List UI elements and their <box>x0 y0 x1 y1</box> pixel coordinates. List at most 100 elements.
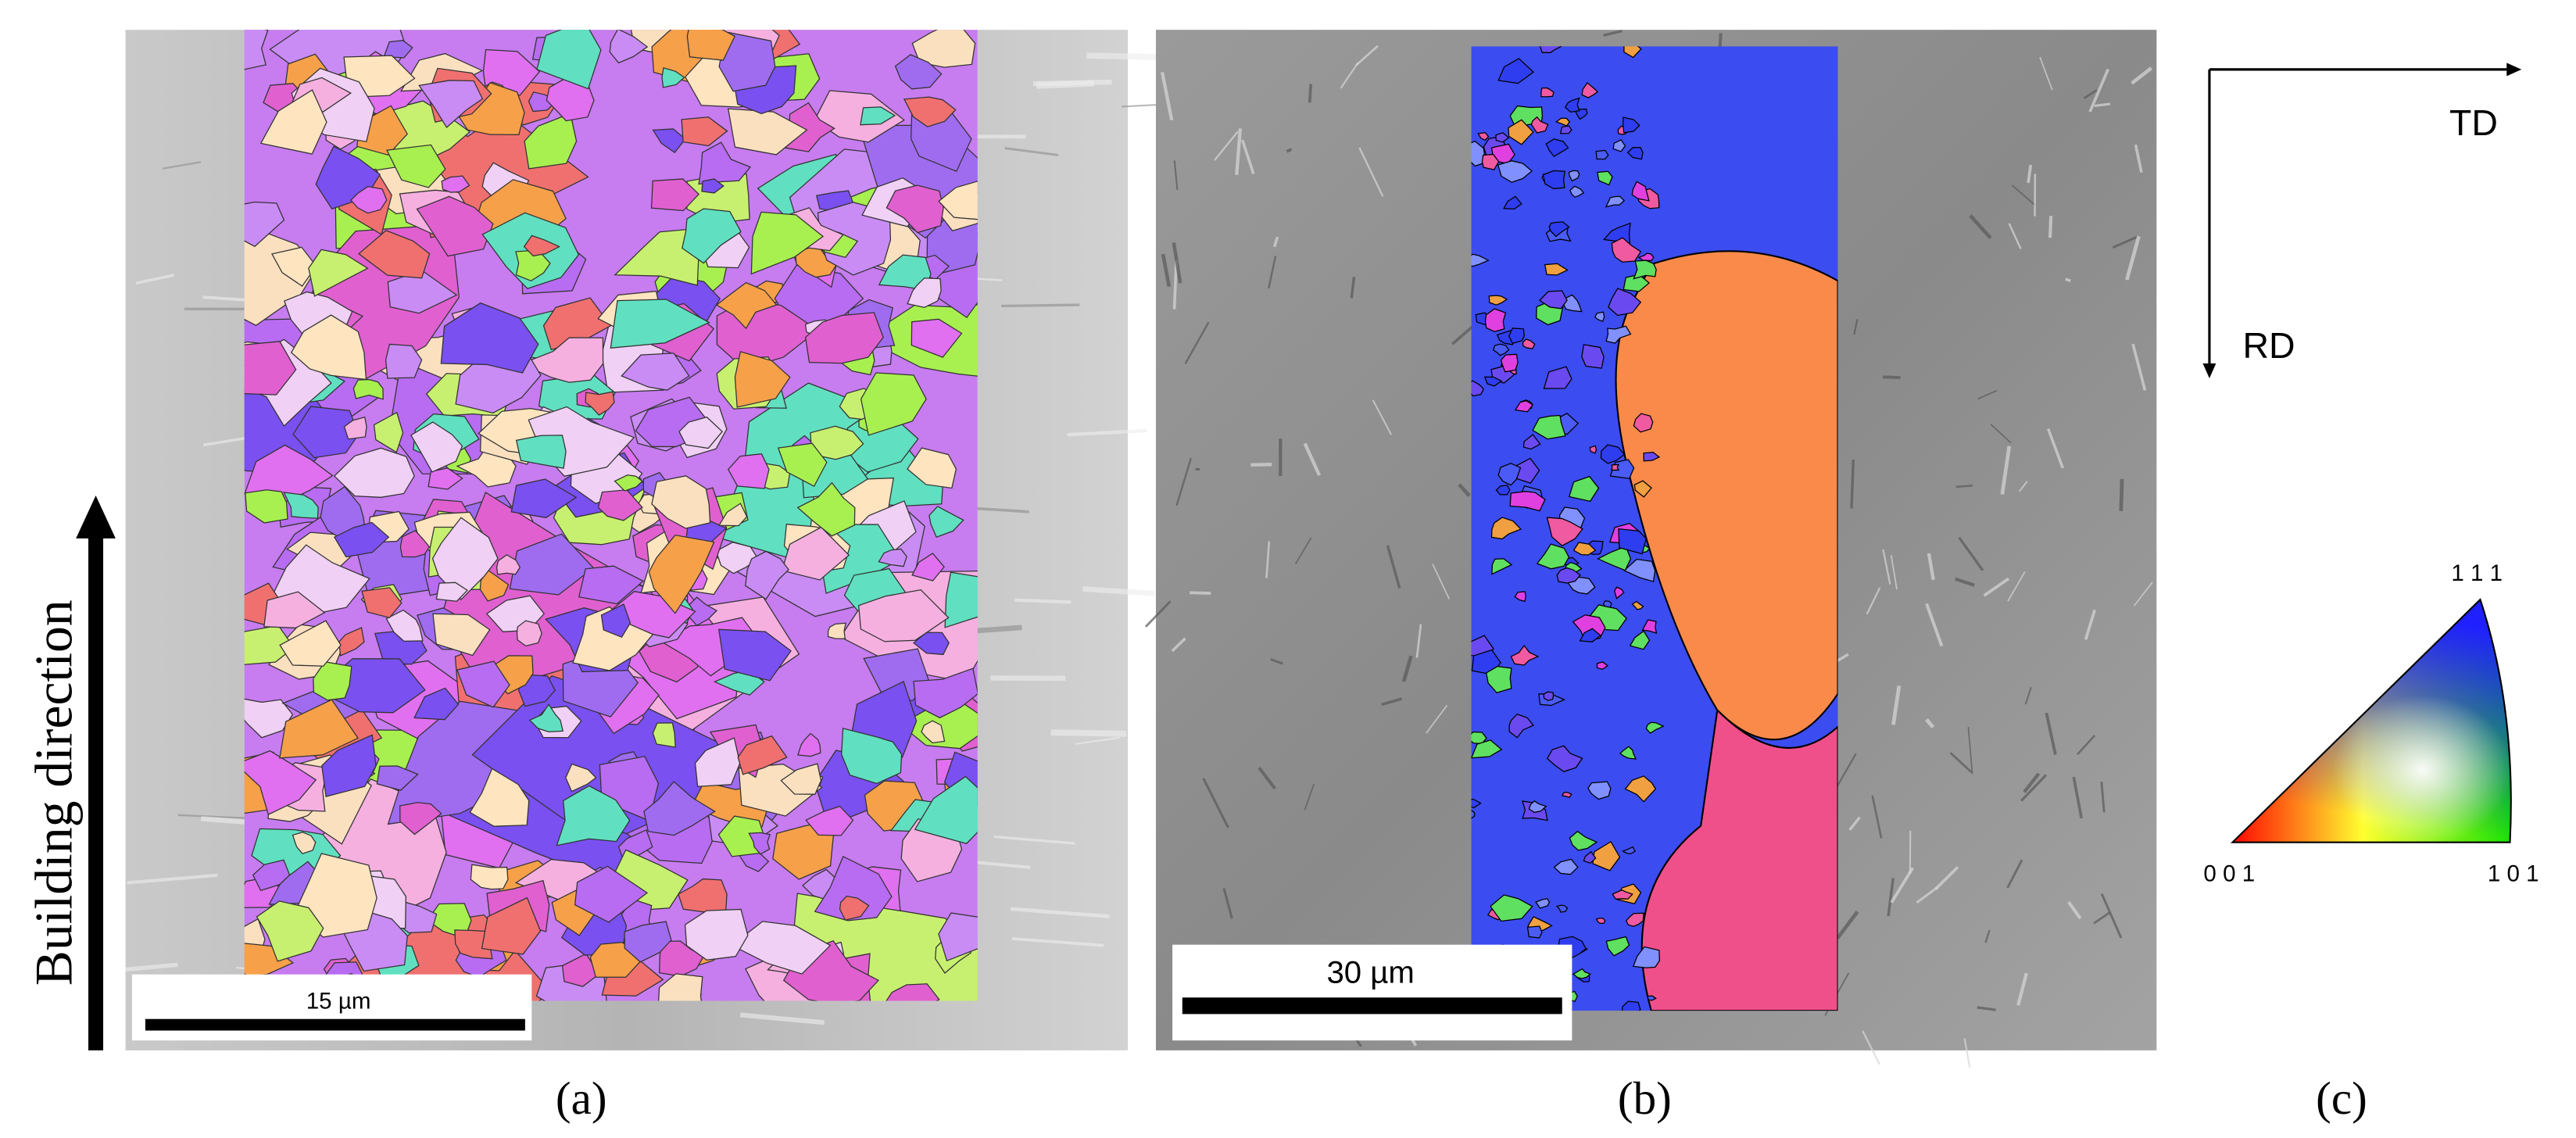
texture-stroke <box>202 436 247 447</box>
texture-stroke <box>1983 577 2010 597</box>
grain <box>376 765 419 791</box>
texture-stroke <box>1386 545 1401 589</box>
grain <box>661 66 685 88</box>
grain <box>857 589 950 642</box>
arrow-head <box>2202 363 2216 378</box>
grain <box>1546 745 1583 772</box>
corner-label: 1 1 1 <box>2451 560 2503 586</box>
grain <box>718 30 776 92</box>
arrow-head <box>2506 63 2522 77</box>
grain <box>383 40 413 59</box>
grain <box>777 442 828 488</box>
grain <box>516 620 542 647</box>
grain <box>1539 46 1562 53</box>
grain <box>244 201 285 248</box>
grain <box>1510 644 1540 666</box>
grain <box>1546 517 1583 546</box>
direction-label: RD <box>2242 325 2295 366</box>
texture-stroke <box>1916 886 1938 904</box>
scale-bar <box>145 1018 525 1031</box>
grain <box>1581 344 1605 369</box>
texture-stroke <box>1001 303 1080 308</box>
grain <box>1522 434 1541 450</box>
grain <box>1569 830 1598 851</box>
texture-stroke <box>1836 911 1859 939</box>
grain <box>1492 343 1510 356</box>
texture-stroke <box>1883 375 1901 380</box>
texture-stroke <box>127 873 218 885</box>
grain <box>470 864 509 890</box>
grain <box>1596 661 1609 670</box>
texture-stroke <box>993 835 1075 845</box>
grain <box>510 478 578 518</box>
grain <box>797 732 821 757</box>
grain <box>1556 567 1581 584</box>
grain <box>517 674 556 707</box>
panel-label: (a) <box>556 1072 607 1124</box>
texture-stroke <box>1451 324 1475 345</box>
grain <box>1543 366 1572 389</box>
scale-bar <box>1182 997 1562 1015</box>
grain <box>1611 463 1620 471</box>
grain <box>903 96 957 127</box>
texture-stroke <box>1887 878 1894 917</box>
grain <box>796 481 856 537</box>
texture-stroke <box>1240 139 1255 175</box>
texture-stroke <box>1949 752 1973 774</box>
texture-stroke <box>2134 144 2143 174</box>
grain <box>556 785 631 846</box>
texture-stroke <box>2094 102 2111 108</box>
grain <box>1633 413 1654 433</box>
grain <box>528 91 557 113</box>
grain <box>1497 58 1534 84</box>
texture-stroke <box>1977 1006 1996 1011</box>
grain <box>1597 170 1613 186</box>
texture-stroke <box>1144 600 1172 628</box>
grain <box>701 178 724 194</box>
grain <box>748 832 771 855</box>
corner-label: 1 0 1 <box>2488 861 2539 887</box>
grain <box>385 609 424 642</box>
grain <box>1605 195 1626 208</box>
grain <box>528 703 564 732</box>
grain <box>717 628 792 682</box>
texture-stroke <box>1853 319 1859 335</box>
texture-stroke <box>1294 537 1312 564</box>
grain <box>600 603 631 639</box>
texture-stroke <box>1458 483 1471 497</box>
texture-stroke <box>1340 62 1359 89</box>
grain <box>410 421 463 473</box>
grain <box>827 622 846 639</box>
grain <box>283 492 319 519</box>
grain <box>1605 325 1632 344</box>
texture-stroke <box>1268 256 1277 289</box>
grain <box>418 80 484 129</box>
grain <box>333 447 415 498</box>
grain <box>698 141 752 185</box>
texture-stroke <box>1075 736 1120 746</box>
grain <box>1542 170 1566 190</box>
texture-stroke <box>1050 729 1127 737</box>
grain <box>1539 290 1568 310</box>
grain <box>1471 380 1485 397</box>
grain <box>1488 295 1508 306</box>
grain <box>263 591 326 629</box>
texture-stroke <box>2023 772 2041 793</box>
texture-stroke <box>1235 128 1243 175</box>
grain <box>1514 591 1526 603</box>
grain <box>886 184 944 234</box>
texture-stroke <box>2045 712 2057 755</box>
texture-stroke <box>1934 866 1959 890</box>
grain <box>1536 543 1570 570</box>
grain <box>1623 46 1642 59</box>
grain <box>1623 116 1640 134</box>
grain <box>252 859 291 892</box>
grain <box>292 832 317 854</box>
texture-stroke <box>1032 79 1112 87</box>
texture-stroke <box>1963 1038 1971 1068</box>
grain <box>352 379 384 400</box>
grain <box>308 249 369 297</box>
texture-stroke <box>1161 253 1172 288</box>
grain <box>1594 311 1605 322</box>
texture-stroke <box>1010 907 1110 918</box>
